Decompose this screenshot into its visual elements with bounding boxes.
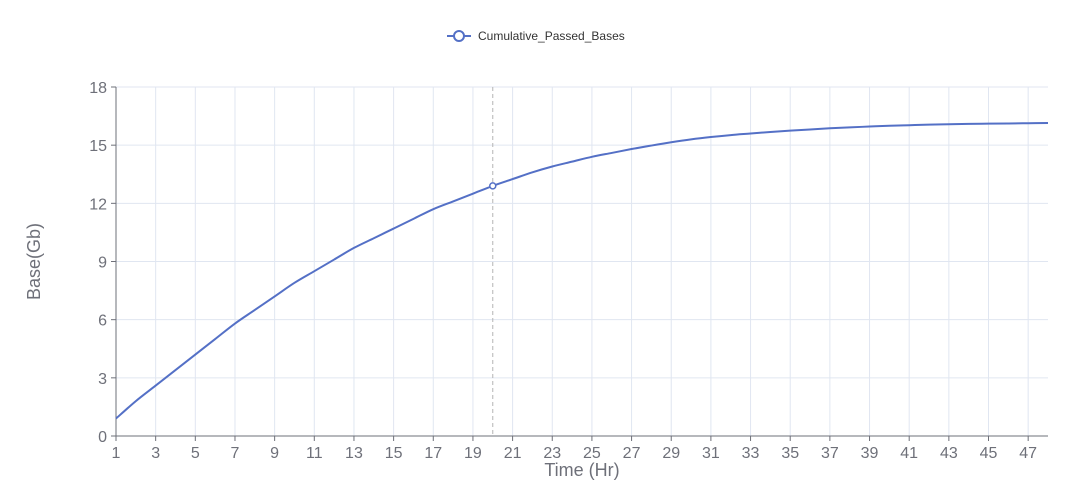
x-tick-label: 9 xyxy=(270,445,279,462)
legend[interactable]: Cumulative_Passed_Bases xyxy=(447,29,625,43)
x-tick-label: 23 xyxy=(543,445,561,462)
series-line-0[interactable] xyxy=(115,122,1049,420)
x-axis-title: Time (Hr) xyxy=(544,460,619,480)
x-tick-label: 25 xyxy=(583,445,601,462)
x-tick-label: 47 xyxy=(1019,445,1037,462)
y-tick-label: 6 xyxy=(98,313,107,330)
x-tick-label: 45 xyxy=(980,445,998,462)
x-tick-label: 19 xyxy=(464,445,482,462)
y-tick-label: 0 xyxy=(98,429,107,446)
y-tick-label: 12 xyxy=(89,196,107,213)
x-tick-label: 29 xyxy=(662,445,680,462)
x-tick-label: 39 xyxy=(861,445,879,462)
grid xyxy=(115,86,1048,437)
series xyxy=(115,87,1049,436)
y-tick-label: 15 xyxy=(89,138,107,155)
x-tick-label: 17 xyxy=(424,445,442,462)
x-tick-label: 11 xyxy=(306,445,323,462)
x-tick-label: 5 xyxy=(191,445,200,462)
x-tick-label: 13 xyxy=(345,445,363,462)
highlighted-data-point[interactable] xyxy=(489,182,497,190)
x-tick-label: 41 xyxy=(900,445,918,462)
legend-circle-icon xyxy=(453,30,465,42)
legend-item[interactable]: Cumulative_Passed_Bases xyxy=(447,29,625,43)
x-tick-label: 27 xyxy=(623,445,641,462)
x-tick-label: 7 xyxy=(231,445,240,462)
x-tick-label: 21 xyxy=(504,445,522,462)
y-axis-title: Base(Gb) xyxy=(24,223,44,300)
x-tick-label: 1 xyxy=(112,445,121,462)
axes: 1 3 5 7 9 11 13 15 17 19 21 23 25 27 29 31 33 35 37 39 41 43 4… xyxy=(89,80,1048,462)
y-tick-label: 3 xyxy=(98,371,107,388)
legend-label: Cumulative_Passed_Bases xyxy=(478,29,625,43)
x-tick-label: 31 xyxy=(702,445,720,462)
x-tick-label: 33 xyxy=(742,445,760,462)
x-tick-label: 35 xyxy=(781,445,799,462)
x-tick-label: 15 xyxy=(385,445,403,462)
x-tick-label: 3 xyxy=(151,445,160,462)
x-tick-label: 37 xyxy=(821,445,839,462)
x-tick-label: 43 xyxy=(940,445,958,462)
y-tick-label: 18 xyxy=(89,80,107,97)
y-tick-label: 9 xyxy=(98,255,107,272)
